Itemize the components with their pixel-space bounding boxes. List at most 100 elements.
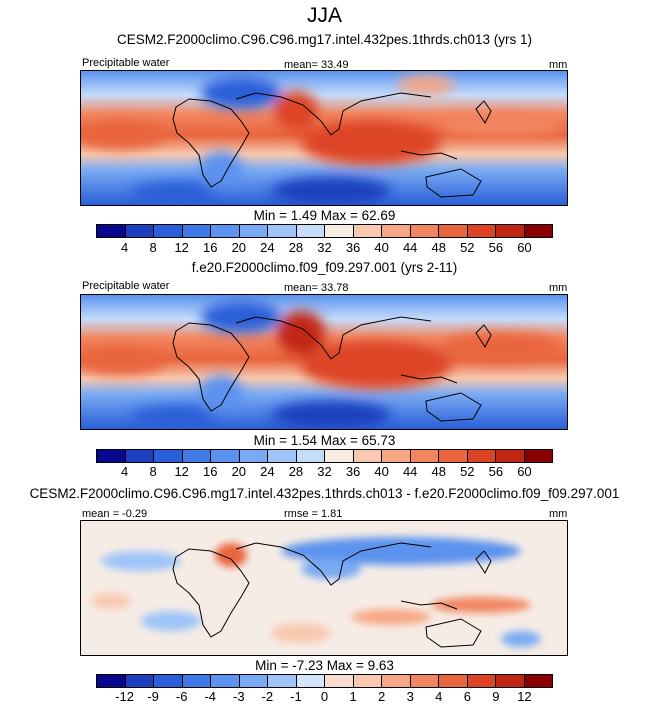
colorbar-segment [211, 225, 240, 237]
panel-1-colorbar [96, 224, 553, 238]
colorbar-segment [524, 675, 552, 687]
colorbar-segment [182, 450, 211, 462]
colorbar-segment [296, 450, 325, 462]
colorbar-tick-label: 44 [402, 464, 418, 479]
colorbar-segment [182, 675, 211, 687]
panel-2-units-label: mm [549, 282, 568, 294]
colorbar-tick-label: -2 [261, 689, 274, 704]
panel-2-map [80, 294, 568, 430]
panel-1-units-label: mm [549, 59, 568, 71]
colorbar-segment [382, 675, 411, 687]
colorbar-segment [296, 675, 325, 687]
colorbar-tick-label: 56 [488, 464, 504, 479]
colorbar-tick-label: 28 [288, 240, 304, 255]
colorbar-tick-label: 12 [517, 689, 532, 704]
colorbar-tick-label: 56 [488, 240, 504, 255]
colorbar-segment [154, 225, 183, 237]
colorbar-segment [97, 450, 126, 462]
colorbar-segment [353, 675, 382, 687]
colorbar-segment [439, 225, 468, 237]
colorbar-tick-label: 48 [431, 240, 446, 255]
panel-3-minmax: Min = -7.23 Max = 9.63 [255, 658, 394, 673]
colorbar-tick-label: 52 [460, 240, 475, 255]
colorbar-tick-label: -9 [147, 689, 159, 704]
panel-2-colorbar-ticks: 4 8 12 16 20 24 28 32 36 40 44 48 52 56 60 [96, 464, 553, 480]
colorbar-tick-label: 36 [345, 464, 361, 479]
colorbar-tick-label: -12 [115, 689, 134, 704]
colorbar-tick-label: 24 [260, 240, 275, 255]
panel-3-rmse-label: rmse = 1.81 [284, 508, 343, 520]
colorbar-segment [154, 450, 183, 462]
colorbar-tick-label: 28 [288, 464, 304, 479]
panel-2-map-field [81, 295, 567, 429]
colorbar-segment [467, 675, 496, 687]
panel-3-units-label: mm [549, 508, 568, 520]
colorbar-tick-label: 40 [374, 240, 389, 255]
panel-1-colorbar-ticks: 4 8 12 16 20 24 28 32 36 40 44 48 52 56 60 [96, 240, 553, 256]
colorbar-segment [496, 675, 525, 687]
colorbar-segment [296, 225, 325, 237]
colorbar-tick-label: 6 [463, 689, 471, 704]
panel-1-map-field [81, 71, 567, 205]
colorbar-tick-label: 8 [149, 240, 157, 255]
colorbar-tick-label: 32 [317, 464, 332, 479]
panel-1-title: CESM2.F2000climo.C96.C96.mg17.intel.432p… [117, 32, 532, 47]
panel-2-minmax: Min = 1.54 Max = 65.73 [253, 433, 396, 448]
colorbar-segment [182, 225, 211, 237]
colorbar-segment [410, 225, 439, 237]
colorbar-tick-label: 4 [435, 689, 443, 704]
panel-3-map [80, 520, 568, 656]
colorbar-tick-label: -1 [290, 689, 302, 704]
colorbar-tick-label: 12 [174, 464, 189, 479]
panel-2-title: f.e20.F2000climo.f09_f09.297.001 (yrs 2-… [191, 260, 458, 275]
colorbar-segment [439, 675, 468, 687]
colorbar-segment [97, 675, 126, 687]
colorbar-segment [154, 675, 183, 687]
colorbar-segment [325, 450, 354, 462]
panel-1-mean-label: mean= 33.49 [284, 59, 349, 71]
panel-3-colorbar [96, 674, 553, 688]
colorbar-segment [125, 225, 154, 237]
colorbar-segment [97, 225, 126, 237]
colorbar-segment [125, 675, 154, 687]
colorbar-tick-label: 32 [317, 240, 332, 255]
colorbar-tick-label: 8 [149, 464, 157, 479]
colorbar-tick-label: 36 [345, 240, 361, 255]
colorbar-segment [239, 225, 268, 237]
colorbar-segment [467, 450, 496, 462]
colorbar-segment [410, 675, 439, 687]
colorbar-tick-label: 40 [374, 464, 389, 479]
colorbar-tick-label: 1 [349, 689, 357, 704]
colorbar-tick-label: 4 [120, 240, 129, 255]
colorbar-segment [268, 675, 297, 687]
colorbar-segment [268, 225, 297, 237]
colorbar-tick-label: 60 [517, 464, 532, 479]
panel-2-colorbar [96, 449, 553, 463]
season-title: JJA [306, 4, 342, 27]
colorbar-segment [496, 450, 525, 462]
panel-1-map [80, 70, 568, 206]
colorbar-segment [524, 225, 552, 237]
panel-3-title: CESM2.F2000climo.C96.C96.mg17.intel.432p… [29, 486, 620, 501]
colorbar-tick-label: 16 [203, 240, 218, 255]
colorbar-segment [382, 450, 411, 462]
colorbar-tick-label: 2 [378, 689, 386, 704]
colorbar-tick-label: 16 [203, 464, 218, 479]
colorbar-tick-label: 20 [231, 240, 247, 255]
colorbar-tick-label: 48 [431, 464, 446, 479]
panel-2-variable-label: Precipitable water [82, 280, 170, 292]
panel-2-mean-label: mean= 33.78 [284, 282, 349, 294]
colorbar-segment [211, 675, 240, 687]
colorbar-segment [382, 225, 411, 237]
colorbar-tick-label: 9 [492, 689, 500, 704]
colorbar-segment [211, 450, 240, 462]
panel-3-mean-label: mean = -0.29 [82, 508, 148, 520]
colorbar-tick-label: -3 [233, 689, 245, 704]
colorbar-tick-label: -6 [175, 689, 188, 704]
colorbar-segment [524, 450, 552, 462]
colorbar-segment [125, 450, 154, 462]
colorbar-tick-label: 12 [174, 240, 189, 255]
colorbar-tick-label: -4 [204, 689, 217, 704]
colorbar-tick-label: 60 [517, 240, 532, 255]
colorbar-segment [353, 450, 382, 462]
